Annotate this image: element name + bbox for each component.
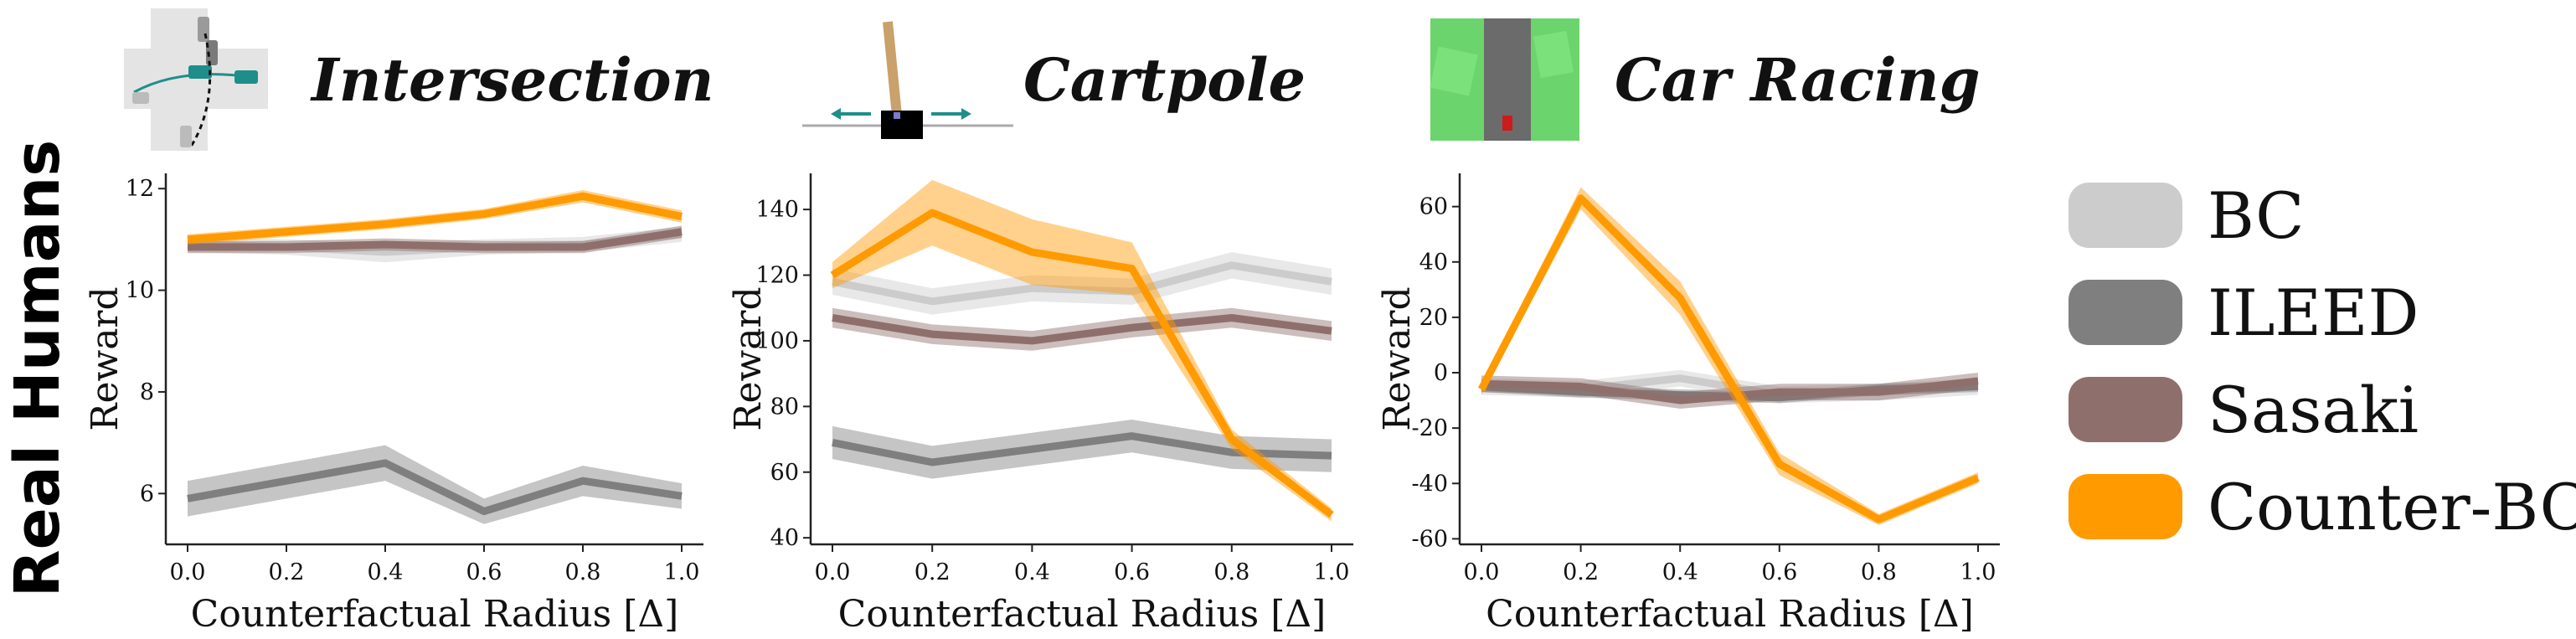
intersection-icon — [124, 8, 268, 151]
panel-title-car-racing: Car Racing — [1615, 45, 1981, 115]
x-tick-label: 1.0 — [1314, 559, 1350, 585]
x-tick-label: 0.6 — [1114, 559, 1150, 585]
y-tick-label: 6 — [140, 481, 154, 507]
x-tick-label: 0.8 — [1861, 559, 1897, 585]
y-tick-label: 0 — [1434, 360, 1448, 386]
y-tick-label: 100 — [755, 328, 799, 354]
series-line-sasaki — [1481, 377, 1979, 405]
legend-label-ileed: ILEED — [2208, 276, 2419, 350]
y-axis-label: Reward — [727, 286, 770, 430]
x-axis-label: Counterfactual Radius [Δ] — [838, 593, 1327, 636]
x-tick-label: 0.2 — [914, 559, 951, 585]
legend-swatch-ileed — [2069, 280, 2182, 345]
x-tick-label: 0.2 — [269, 559, 305, 585]
y-tick-label: 60 — [1419, 194, 1448, 220]
series-line-counter-bc — [830, 209, 1334, 518]
panel-title-cartpole: Cartpole — [1023, 45, 1306, 115]
x-tick-label: 1.0 — [664, 559, 700, 585]
y-tick-label: -40 — [1412, 471, 1448, 497]
series-band-ileed — [832, 420, 1332, 479]
series-band-sasaki — [1481, 373, 1978, 410]
series-band-counter-bc — [832, 179, 1332, 522]
x-tick-label: 0.4 — [1014, 559, 1050, 585]
x-tick-label: 0.8 — [1213, 559, 1249, 585]
x-tick-label: 0.8 — [565, 559, 601, 585]
legend-swatch-counter-bc — [2069, 474, 2182, 539]
x-tick-label: 0.0 — [170, 559, 206, 585]
x-tick-label: 0.4 — [1662, 559, 1698, 585]
series-band-ileed — [1481, 380, 1978, 404]
legend-label-bc: BC — [2208, 178, 2304, 253]
row-label: Real Humans — [2, 140, 74, 598]
y-tick-label: 8 — [140, 379, 154, 405]
y-axis-label: Reward — [84, 286, 126, 430]
x-tick-label: 1.0 — [1960, 559, 1996, 585]
y-tick-label: 40 — [1419, 250, 1448, 276]
panel-intersection: 6 8 10 12 0.0 0.2 0.4 0.6 0.8 1.0 Counterfactual R… — [84, 173, 703, 636]
y-tick-label: 20 — [1419, 305, 1448, 331]
series-line-ileed — [187, 459, 683, 516]
y-axis-label: Reward — [1376, 286, 1419, 430]
series-line-sasaki — [832, 313, 1332, 345]
legend-label-sasaki: Sasaki — [2208, 373, 2419, 447]
y-tick-label: 80 — [770, 394, 799, 420]
x-tick-label: 0.6 — [1761, 559, 1797, 585]
y-tick-label: 120 — [755, 263, 799, 289]
y-tick-label: -20 — [1412, 415, 1448, 441]
series-line-counter-bc — [187, 192, 683, 244]
legend-swatch-bc — [2069, 183, 2182, 248]
panel-cartpole: 40 60 80 100 120 140 0.0 0.2 0.4 0.6 0.8 1.0 Counter… — [727, 173, 1353, 636]
x-tick-label: 0.6 — [466, 559, 502, 585]
legend-label-counter-bc: Counter-BC — [2208, 470, 2576, 544]
x-tick-label: 0.0 — [815, 559, 851, 585]
y-tick-label: 60 — [770, 460, 799, 486]
y-tick-label: 10 — [126, 278, 154, 304]
cartpole-icon — [802, 21, 1013, 139]
y-tick-label: -60 — [1412, 526, 1448, 552]
y-tick-label: 12 — [126, 176, 154, 202]
legend-swatch-sasaki — [2069, 377, 2182, 442]
legend: BC ILEED Sasaki Counter-BC — [2069, 178, 2576, 544]
series-line-bc — [832, 261, 1332, 306]
y-tick-label: 140 — [755, 197, 799, 223]
x-tick-label: 0.2 — [1563, 559, 1599, 585]
y-tick-label: 40 — [770, 525, 799, 551]
series-line-counter-bc — [1478, 194, 1980, 523]
x-axis-label: Counterfactual Radius [Δ] — [1486, 593, 1974, 636]
car-racing-icon — [1430, 18, 1579, 141]
x-axis-label: Counterfactual Radius [Δ] — [191, 593, 679, 636]
x-tick-label: 0.0 — [1464, 559, 1500, 585]
series-line-sasaki — [188, 228, 683, 251]
x-tick-label: 0.4 — [368, 559, 404, 585]
panel-car-racing: -60 -40 -20 0 20 40 60 0.0 0.2 0.4 0.6 0.8 1.0 Counte… — [1376, 173, 2000, 636]
panel-title-intersection: Intersection — [310, 45, 714, 115]
